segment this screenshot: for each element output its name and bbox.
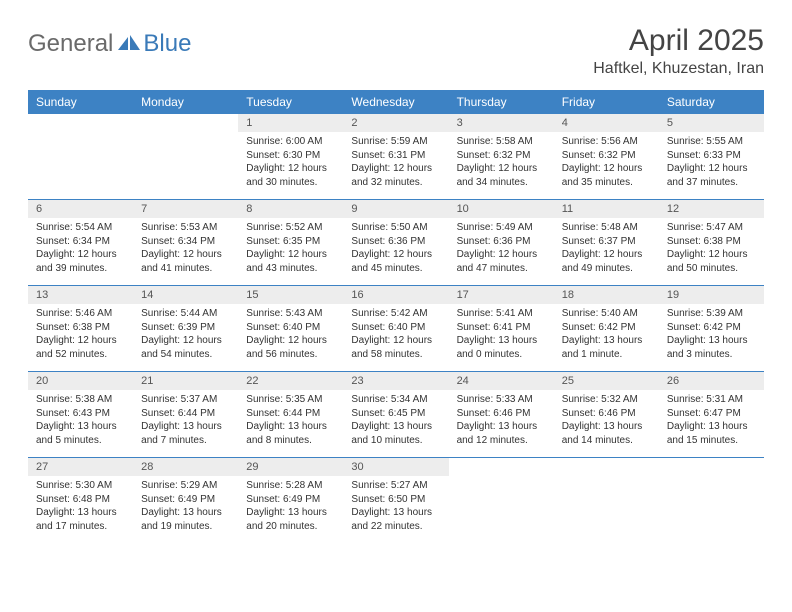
location-text: Haftkel, Khuzestan, Iran: [593, 60, 764, 78]
day-header-wed: Wednesday: [343, 90, 448, 114]
day-number-cell: 11: [554, 200, 659, 218]
calendar-body: 12345Sunrise: 6:00 AMSunset: 6:30 PMDayl…: [28, 114, 764, 543]
day-number-cell: 21: [133, 372, 238, 390]
day-number-cell: 25: [554, 372, 659, 390]
day-number-cell: [28, 114, 133, 132]
day-detail-cell: [449, 476, 554, 543]
day-detail-cell: Sunrise: 5:47 AMSunset: 6:38 PMDaylight:…: [659, 218, 764, 286]
day-detail-cell: Sunrise: 5:34 AMSunset: 6:45 PMDaylight:…: [343, 390, 448, 458]
day-number-cell: 19: [659, 286, 764, 304]
day-number-cell: [449, 458, 554, 476]
day-detail-cell: Sunrise: 5:48 AMSunset: 6:37 PMDaylight:…: [554, 218, 659, 286]
day-detail-cell: Sunrise: 5:35 AMSunset: 6:44 PMDaylight:…: [238, 390, 343, 458]
day-number-cell: 1: [238, 114, 343, 132]
day-number-cell: 16: [343, 286, 448, 304]
logo-text-general: General: [28, 30, 113, 58]
day-number-cell: 30: [343, 458, 448, 476]
calendar-page: General Blue April 2025 Haftkel, Khuzest…: [0, 0, 792, 567]
day-detail-cell: Sunrise: 5:49 AMSunset: 6:36 PMDaylight:…: [449, 218, 554, 286]
day-number-cell: 9: [343, 200, 448, 218]
day-detail-cell: Sunrise: 5:53 AMSunset: 6:34 PMDaylight:…: [133, 218, 238, 286]
day-number-cell: 14: [133, 286, 238, 304]
day-detail-cell: Sunrise: 5:38 AMSunset: 6:43 PMDaylight:…: [28, 390, 133, 458]
day-number-cell: 28: [133, 458, 238, 476]
day-number-cell: 5: [659, 114, 764, 132]
day-number-cell: 29: [238, 458, 343, 476]
day-number-row: 13141516171819: [28, 286, 764, 304]
day-detail-cell: Sunrise: 5:58 AMSunset: 6:32 PMDaylight:…: [449, 132, 554, 200]
logo: General Blue: [28, 30, 191, 58]
page-title: April 2025: [593, 24, 764, 58]
day-number-row: 20212223242526: [28, 372, 764, 390]
day-detail-cell: Sunrise: 5:54 AMSunset: 6:34 PMDaylight:…: [28, 218, 133, 286]
day-number-cell: 3: [449, 114, 554, 132]
day-number-cell: 8: [238, 200, 343, 218]
day-number-cell: 7: [133, 200, 238, 218]
day-detail-cell: Sunrise: 5:39 AMSunset: 6:42 PMDaylight:…: [659, 304, 764, 372]
day-number-cell: 27: [28, 458, 133, 476]
day-number-cell: 23: [343, 372, 448, 390]
day-number-cell: 15: [238, 286, 343, 304]
day-detail-cell: Sunrise: 5:31 AMSunset: 6:47 PMDaylight:…: [659, 390, 764, 458]
day-detail-cell: [28, 132, 133, 200]
day-detail-row: Sunrise: 5:38 AMSunset: 6:43 PMDaylight:…: [28, 390, 764, 458]
day-number-cell: 12: [659, 200, 764, 218]
day-number-row: 12345: [28, 114, 764, 132]
day-number-cell: 17: [449, 286, 554, 304]
day-detail-cell: Sunrise: 5:52 AMSunset: 6:35 PMDaylight:…: [238, 218, 343, 286]
logo-text-blue: Blue: [143, 30, 191, 58]
day-detail-cell: [133, 132, 238, 200]
day-number-cell: [133, 114, 238, 132]
day-number-cell: 20: [28, 372, 133, 390]
logo-sail-icon: [117, 35, 141, 53]
day-header-tue: Tuesday: [238, 90, 343, 114]
day-detail-row: Sunrise: 5:46 AMSunset: 6:38 PMDaylight:…: [28, 304, 764, 372]
day-number-cell: 2: [343, 114, 448, 132]
day-number-cell: 18: [554, 286, 659, 304]
day-number-cell: 26: [659, 372, 764, 390]
day-number-cell: 13: [28, 286, 133, 304]
day-detail-cell: Sunrise: 6:00 AMSunset: 6:30 PMDaylight:…: [238, 132, 343, 200]
day-number-cell: 24: [449, 372, 554, 390]
day-detail-cell: Sunrise: 5:41 AMSunset: 6:41 PMDaylight:…: [449, 304, 554, 372]
day-header-thu: Thursday: [449, 90, 554, 114]
day-detail-cell: Sunrise: 5:37 AMSunset: 6:44 PMDaylight:…: [133, 390, 238, 458]
day-detail-cell: [554, 476, 659, 543]
day-detail-cell: Sunrise: 5:44 AMSunset: 6:39 PMDaylight:…: [133, 304, 238, 372]
day-header-sat: Saturday: [659, 90, 764, 114]
day-number-cell: 4: [554, 114, 659, 132]
day-detail-cell: Sunrise: 5:29 AMSunset: 6:49 PMDaylight:…: [133, 476, 238, 543]
day-number-cell: [659, 458, 764, 476]
title-block: April 2025 Haftkel, Khuzestan, Iran: [593, 24, 764, 78]
day-detail-cell: Sunrise: 5:30 AMSunset: 6:48 PMDaylight:…: [28, 476, 133, 543]
day-header-fri: Friday: [554, 90, 659, 114]
day-number-row: 6789101112: [28, 200, 764, 218]
day-detail-row: Sunrise: 6:00 AMSunset: 6:30 PMDaylight:…: [28, 132, 764, 200]
day-number-cell: 22: [238, 372, 343, 390]
day-number-row: 27282930: [28, 458, 764, 476]
day-detail-cell: Sunrise: 5:40 AMSunset: 6:42 PMDaylight:…: [554, 304, 659, 372]
day-detail-cell: Sunrise: 5:32 AMSunset: 6:46 PMDaylight:…: [554, 390, 659, 458]
day-detail-cell: Sunrise: 5:46 AMSunset: 6:38 PMDaylight:…: [28, 304, 133, 372]
day-detail-cell: Sunrise: 5:33 AMSunset: 6:46 PMDaylight:…: [449, 390, 554, 458]
day-detail-cell: Sunrise: 5:27 AMSunset: 6:50 PMDaylight:…: [343, 476, 448, 543]
day-detail-cell: Sunrise: 5:28 AMSunset: 6:49 PMDaylight:…: [238, 476, 343, 543]
day-detail-cell: [659, 476, 764, 543]
day-number-cell: 10: [449, 200, 554, 218]
header: General Blue April 2025 Haftkel, Khuzest…: [28, 24, 764, 78]
day-detail-cell: Sunrise: 5:50 AMSunset: 6:36 PMDaylight:…: [343, 218, 448, 286]
day-number-cell: [554, 458, 659, 476]
day-detail-row: Sunrise: 5:30 AMSunset: 6:48 PMDaylight:…: [28, 476, 764, 543]
day-detail-cell: Sunrise: 5:55 AMSunset: 6:33 PMDaylight:…: [659, 132, 764, 200]
day-header-mon: Monday: [133, 90, 238, 114]
day-detail-cell: Sunrise: 5:56 AMSunset: 6:32 PMDaylight:…: [554, 132, 659, 200]
calendar-table: Sunday Monday Tuesday Wednesday Thursday…: [28, 90, 764, 543]
day-number-cell: 6: [28, 200, 133, 218]
day-detail-cell: Sunrise: 5:43 AMSunset: 6:40 PMDaylight:…: [238, 304, 343, 372]
day-detail-row: Sunrise: 5:54 AMSunset: 6:34 PMDaylight:…: [28, 218, 764, 286]
day-detail-cell: Sunrise: 5:42 AMSunset: 6:40 PMDaylight:…: [343, 304, 448, 372]
day-header-sun: Sunday: [28, 90, 133, 114]
day-header-row: Sunday Monday Tuesday Wednesday Thursday…: [28, 90, 764, 114]
day-detail-cell: Sunrise: 5:59 AMSunset: 6:31 PMDaylight:…: [343, 132, 448, 200]
